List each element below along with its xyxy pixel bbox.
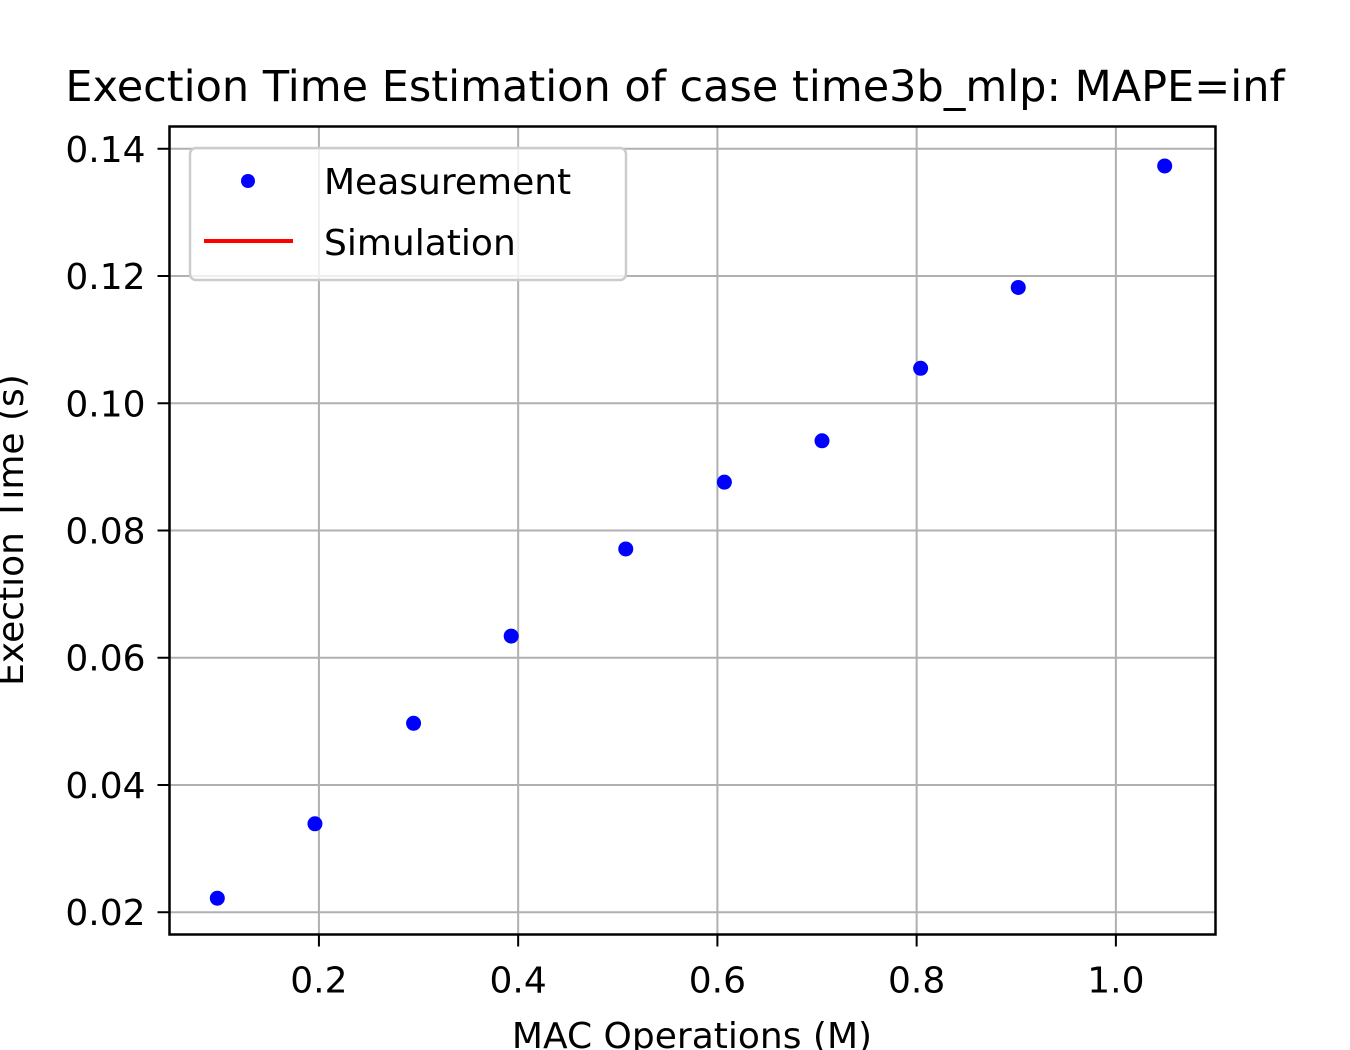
x-tick-label: 0.8 [888, 961, 945, 1002]
y-tick-label: 0.02 [65, 893, 145, 934]
y-tick-label: 0.04 [65, 766, 145, 807]
measurement-point [503, 628, 519, 644]
measurement-points [209, 158, 1173, 906]
y-tick-label: 0.14 [65, 130, 145, 171]
measurement-point [814, 433, 830, 449]
legend-label-simulation: Simulation [324, 223, 516, 264]
measurement-point [406, 715, 422, 731]
measurement-point [209, 890, 225, 906]
axis-ticks: 0.2 0.4 0.6 0.8 1.0 0.02 0.04 0.06 0.08 0.10 0.12 0… [65, 130, 1144, 1002]
x-tick-label: 0.6 [689, 961, 746, 1002]
legend: Measurement Simulation [188, 146, 628, 282]
measurement-point [716, 474, 732, 490]
measurement-point [1010, 279, 1026, 295]
legend-marker-measurement [241, 174, 255, 188]
chart-title: Exection Time Estimation of case time3b_… [65, 62, 1285, 112]
y-tick-label: 0.06 [65, 639, 145, 680]
x-axis-label: MAC Operations (M) [512, 1016, 872, 1050]
measurement-point [1157, 158, 1173, 174]
legend-box [188, 146, 628, 282]
x-tick-label: 1.0 [1087, 961, 1144, 1002]
measurement-point [913, 360, 929, 376]
y-tick-label: 0.12 [65, 257, 145, 298]
x-tick-label: 0.4 [490, 961, 547, 1002]
y-axis-label: Exection Time (s) [0, 374, 32, 686]
y-tick-label: 0.10 [65, 384, 145, 425]
measurement-point [307, 816, 323, 832]
legend-label-measurement: Measurement [324, 162, 571, 203]
y-tick-label: 0.08 [65, 512, 145, 553]
measurement-point [618, 541, 634, 557]
x-tick-label: 0.2 [290, 961, 347, 1002]
